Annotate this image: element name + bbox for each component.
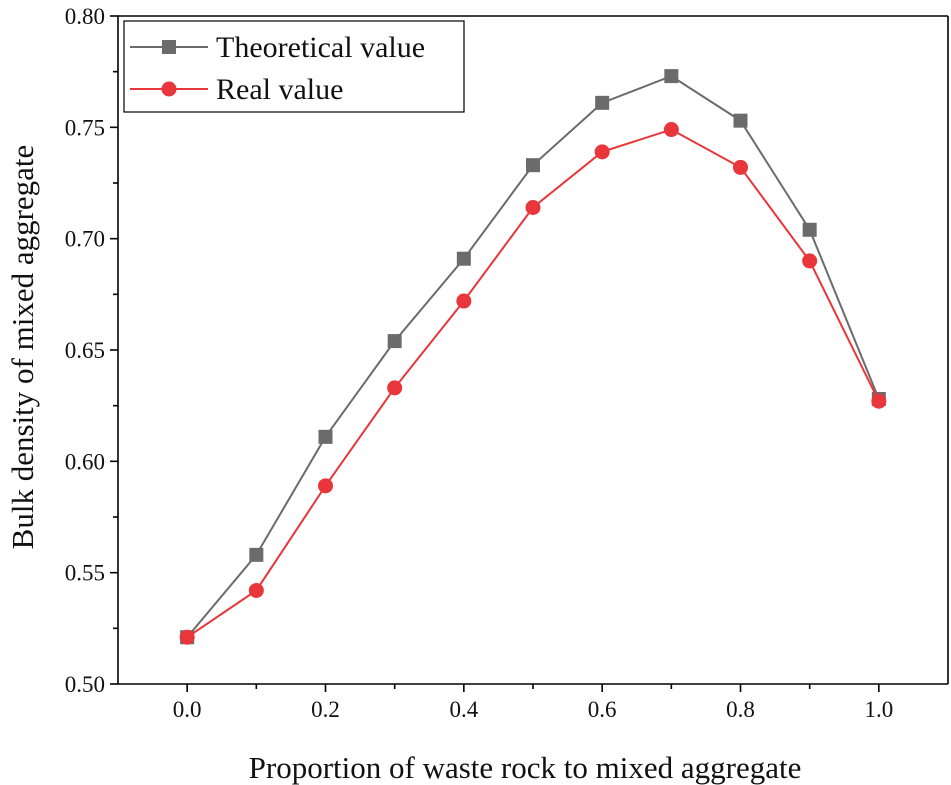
data-point-circle bbox=[248, 582, 264, 598]
legend-marker-square bbox=[162, 40, 176, 54]
x-axis-title: Proportion of waste rock to mixed aggreg… bbox=[249, 750, 802, 785]
x-tick-label: 0.8 bbox=[726, 697, 755, 722]
data-point-square bbox=[733, 113, 748, 128]
axes: 0.0 0.2 0.4 0.6 0.8 1.0 0.50 0.55 0.60 0.65 0.70 0.… bbox=[65, 4, 949, 722]
x-tick-label: 0.0 bbox=[173, 697, 202, 722]
data-point-square bbox=[526, 158, 540, 173]
data-point-circle bbox=[802, 253, 818, 269]
x-tick-label: 1.0 bbox=[864, 697, 893, 722]
y-tick-label: 0.60 bbox=[65, 449, 105, 474]
data-point-square bbox=[249, 547, 264, 562]
y-tick-label: 0.80 bbox=[65, 4, 105, 29]
data-point-circle bbox=[456, 293, 472, 309]
series-theoretical-value bbox=[180, 69, 886, 645]
data-point-circle bbox=[733, 159, 748, 175]
data-point-circle bbox=[594, 144, 610, 160]
y-axis-title: Bulk density of mixed aggregate bbox=[5, 145, 40, 550]
data-point-square bbox=[802, 222, 817, 237]
data-point-square bbox=[387, 334, 402, 349]
data-point-circle bbox=[663, 122, 679, 138]
x-tick-label: 0.2 bbox=[311, 697, 340, 722]
y-tick-label: 0.50 bbox=[65, 672, 105, 697]
y-tick-label: 0.70 bbox=[65, 227, 105, 252]
data-point-circle bbox=[318, 478, 333, 494]
data-point-square bbox=[664, 69, 679, 84]
x-tick-label: 0.4 bbox=[449, 697, 478, 722]
legend-marker-circle bbox=[161, 81, 177, 97]
y-tick-label: 0.65 bbox=[65, 338, 105, 363]
data-point-square bbox=[318, 429, 333, 444]
series-real-value bbox=[179, 122, 887, 645]
data-point-square bbox=[595, 95, 610, 110]
data-point-circle bbox=[387, 380, 403, 396]
y-tick-label: 0.75 bbox=[65, 115, 105, 140]
legend: Theoretical value Real value bbox=[123, 20, 465, 113]
y-tick-label: 0.55 bbox=[65, 561, 105, 586]
data-point-square bbox=[456, 251, 471, 266]
legend-box bbox=[123, 20, 465, 113]
series-layer bbox=[179, 69, 887, 645]
x-tick-label: 0.6 bbox=[588, 697, 617, 722]
data-point-circle bbox=[179, 629, 195, 645]
data-point-circle bbox=[525, 199, 541, 215]
data-point-circle bbox=[871, 393, 887, 409]
legend-label: Real value bbox=[216, 73, 343, 106]
legend-label: Theoretical value bbox=[216, 31, 425, 64]
